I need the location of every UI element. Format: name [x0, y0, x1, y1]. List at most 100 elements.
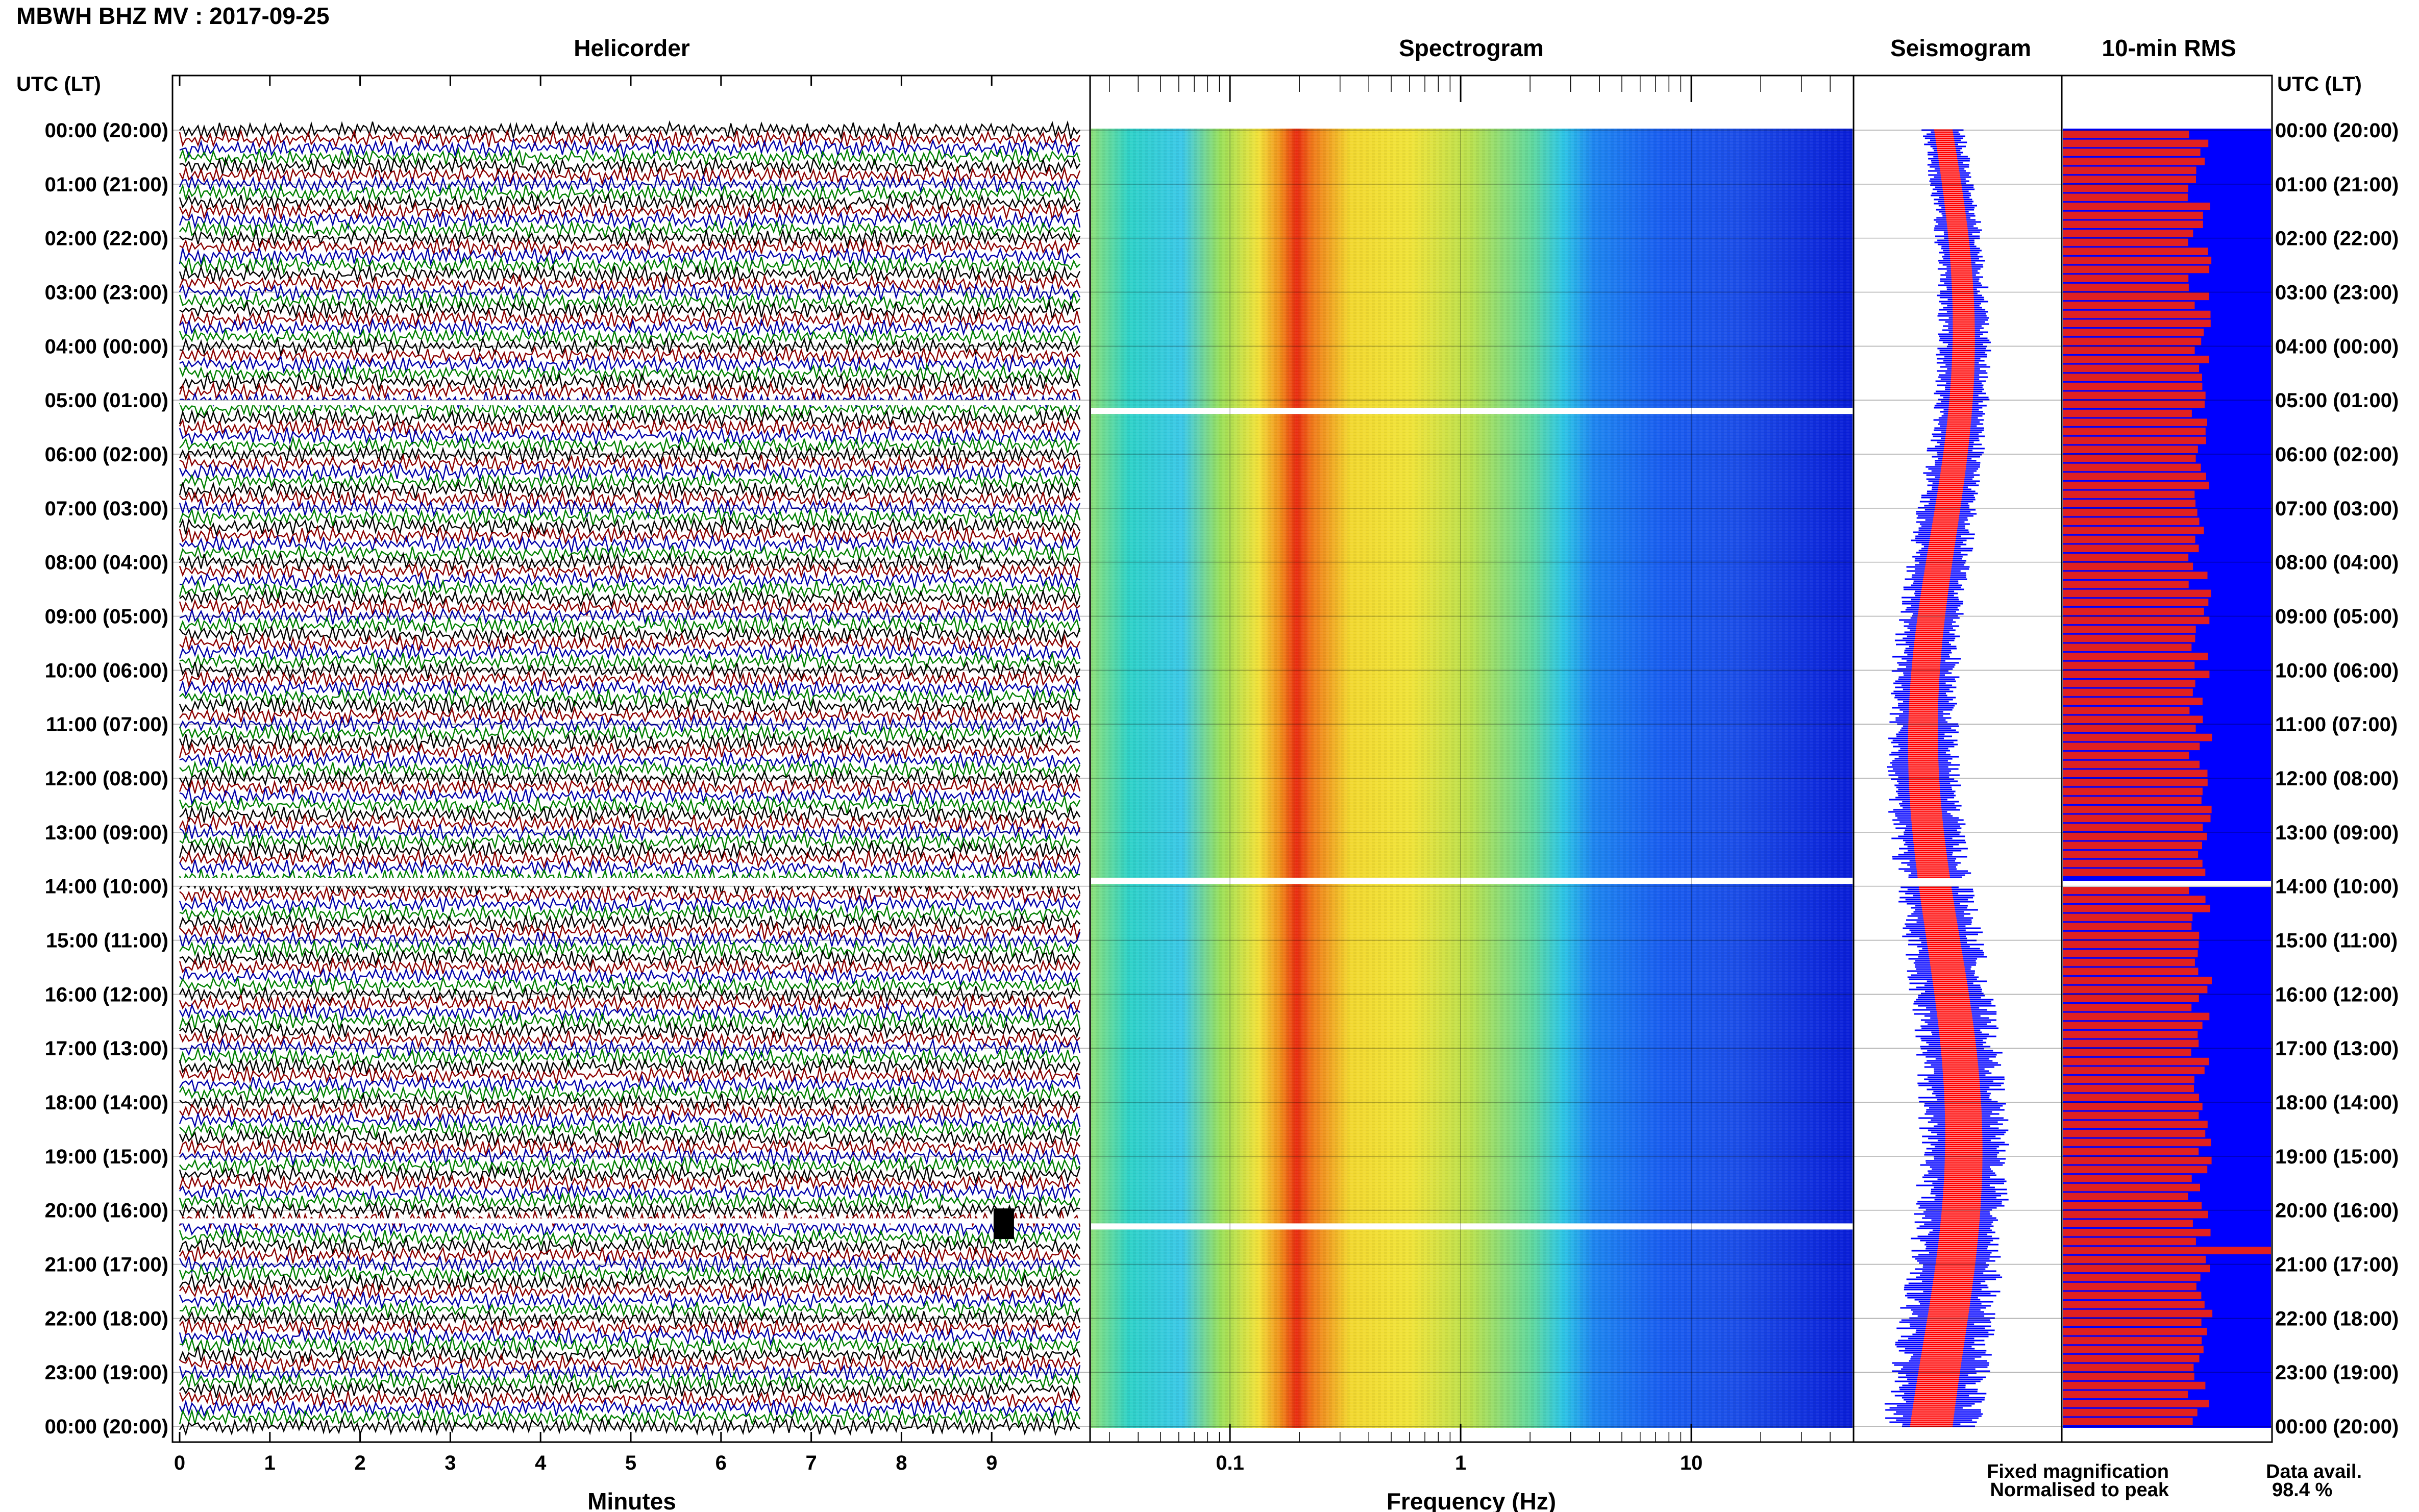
helicorder-xlabel: Minutes: [587, 1488, 676, 1512]
helicorder-trace: [179, 1002, 1080, 1023]
rms-bar: [2063, 1274, 2201, 1281]
rms-bar: [2063, 1391, 2188, 1399]
helicorder-trace: [179, 317, 1081, 338]
rms-panel: [2061, 75, 2273, 1443]
legend-fixed-magnification: Fixed magnification: [1987, 1461, 2169, 1482]
time-label-right: 09:00 (05:00): [2275, 606, 2399, 628]
rms-bar: [2063, 589, 2211, 598]
time-label-left: 00:00 (20:00): [45, 1416, 168, 1438]
time-label-right: 15:00 (11:00): [2275, 930, 2398, 952]
rms-bar: [2063, 1121, 2208, 1128]
time-axis-right: 00:00 (20:00) 01:00 (21:00) 02:00 (22:00) 0…: [2275, 119, 2399, 1438]
rms-bar: [2063, 733, 2212, 741]
rms-bar: [2063, 1228, 2211, 1236]
rms-bar: [2063, 247, 2208, 255]
helicorder-trace: [179, 1299, 1081, 1320]
helicorder-trace: [179, 354, 1080, 375]
helicorder-trace: [179, 750, 1081, 771]
rms-bar: [2063, 374, 2202, 381]
helicorder-trace: [179, 686, 1080, 708]
helicorder-trace: [179, 894, 1081, 915]
helicorder-trace: [179, 1271, 1080, 1293]
rms-bar: [2063, 355, 2209, 363]
rms-bar: [2063, 985, 2208, 994]
rms-gap: [2063, 881, 2271, 887]
helicorder-trace: [179, 632, 1081, 653]
rms-bar: [2063, 463, 2201, 472]
seismogram-normalised-trace: [1908, 129, 1983, 1427]
rms-bar: [2063, 554, 2189, 561]
helicorder-trace: [179, 1074, 1081, 1096]
rms-bar: [2063, 851, 2199, 858]
page-title: MBWH BHZ MV : 2017-09-25: [16, 3, 329, 29]
time-label-right: 17:00 (13:00): [2275, 1037, 2399, 1060]
spectrogram-grid: [1109, 76, 1831, 1442]
rms-bar: [2063, 329, 2204, 336]
rms-bar: [2063, 1309, 2213, 1318]
helicorder-trace: [179, 1064, 1080, 1086]
helicorder-trace: [179, 1362, 1081, 1383]
rms-bar: [2063, 490, 2195, 499]
helicorder-trace: [179, 1416, 1080, 1436]
rms-bar: [2063, 1084, 2194, 1093]
rms-bar: [2063, 436, 2206, 444]
rms-bar: [2063, 1292, 2202, 1300]
time-label-right: 10:00 (06:00): [2275, 659, 2399, 682]
helicorder-trace: [179, 155, 1080, 176]
time-label-left: 14:00 (10:00): [45, 876, 168, 898]
rms-bar: [2063, 1103, 2203, 1110]
time-label-right: 05:00 (01:00): [2275, 389, 2399, 412]
time-label-left: 04:00 (00:00): [45, 335, 168, 358]
rms-bar: [2063, 706, 2190, 714]
time-label-left: 21:00 (17:00): [45, 1254, 168, 1276]
time-label-right: 08:00 (04:00): [2275, 552, 2399, 574]
utc-lt-label-right: UTC (LT): [2277, 73, 2362, 95]
spectrogram-tick-label: 0.1: [1216, 1452, 1244, 1474]
time-label-right: 20:00 (16:00): [2275, 1200, 2399, 1222]
rms-bar: [2063, 616, 2210, 625]
helicorder-trace: [179, 254, 1080, 276]
rms-bar: [2063, 283, 2189, 291]
helicorder-trace: [179, 1262, 1081, 1284]
helicorder-gap: [180, 1218, 1082, 1224]
helicorder-trace: [179, 1163, 1081, 1185]
rms-bar: [2063, 869, 2206, 877]
time-label-left: 13:00 (09:00): [45, 822, 168, 844]
helicorder-trace: [179, 723, 1081, 744]
helicorder-trace: [179, 308, 1081, 330]
legend-normalised-to-peak: Normalised to peak: [1990, 1479, 2169, 1501]
time-label-right: 12:00 (08:00): [2275, 767, 2399, 790]
helicorder-trace: [179, 830, 1080, 852]
helicorder-trace: [179, 993, 1081, 1014]
helicorder-trace: [179, 165, 1081, 186]
helicorder-trace: [179, 417, 1081, 437]
rms-bar: [2063, 940, 2199, 949]
helicorder-tick-label: 3: [445, 1452, 456, 1474]
helicorder-trace: [179, 902, 1080, 924]
helicorder-trace: [179, 1407, 1081, 1428]
helicorder-x-axis: 0 1 2 3 4 5 6 7 8 9: [174, 76, 997, 1474]
time-label-left: 11:00 (07:00): [46, 713, 168, 736]
rms-bar: [2063, 634, 2195, 642]
rms-bar: [2063, 1346, 2204, 1353]
spectrogram-texture: [1091, 129, 1853, 1428]
helicorder-trace: [179, 587, 1081, 609]
helicorder-trace: [179, 803, 1081, 825]
time-label-right: 23:00 (19:00): [2275, 1361, 2399, 1384]
rms-bar: [2063, 1183, 2200, 1192]
rms-bar: [2063, 193, 2188, 202]
time-label-right: 16:00 (12:00): [2275, 983, 2399, 1006]
rms-bar: [2063, 1247, 2271, 1254]
helicorder-trace: [179, 282, 1081, 303]
time-label-right: 03:00 (23:00): [2275, 282, 2399, 304]
helicorder-trace: [179, 1370, 1081, 1392]
rms-bar: [2063, 805, 2212, 813]
rms-bar: [2063, 211, 2203, 219]
data-avail-value: 98.4 %: [2272, 1479, 2332, 1501]
helicorder-trace: [179, 1181, 1080, 1203]
helicorder-trace: [179, 1389, 1081, 1410]
rms-bar: [2063, 1319, 2202, 1326]
rms-bar: [2063, 859, 2203, 867]
helicorder-trace: [179, 1280, 1081, 1302]
helicorder-tick-label: 2: [354, 1452, 365, 1474]
